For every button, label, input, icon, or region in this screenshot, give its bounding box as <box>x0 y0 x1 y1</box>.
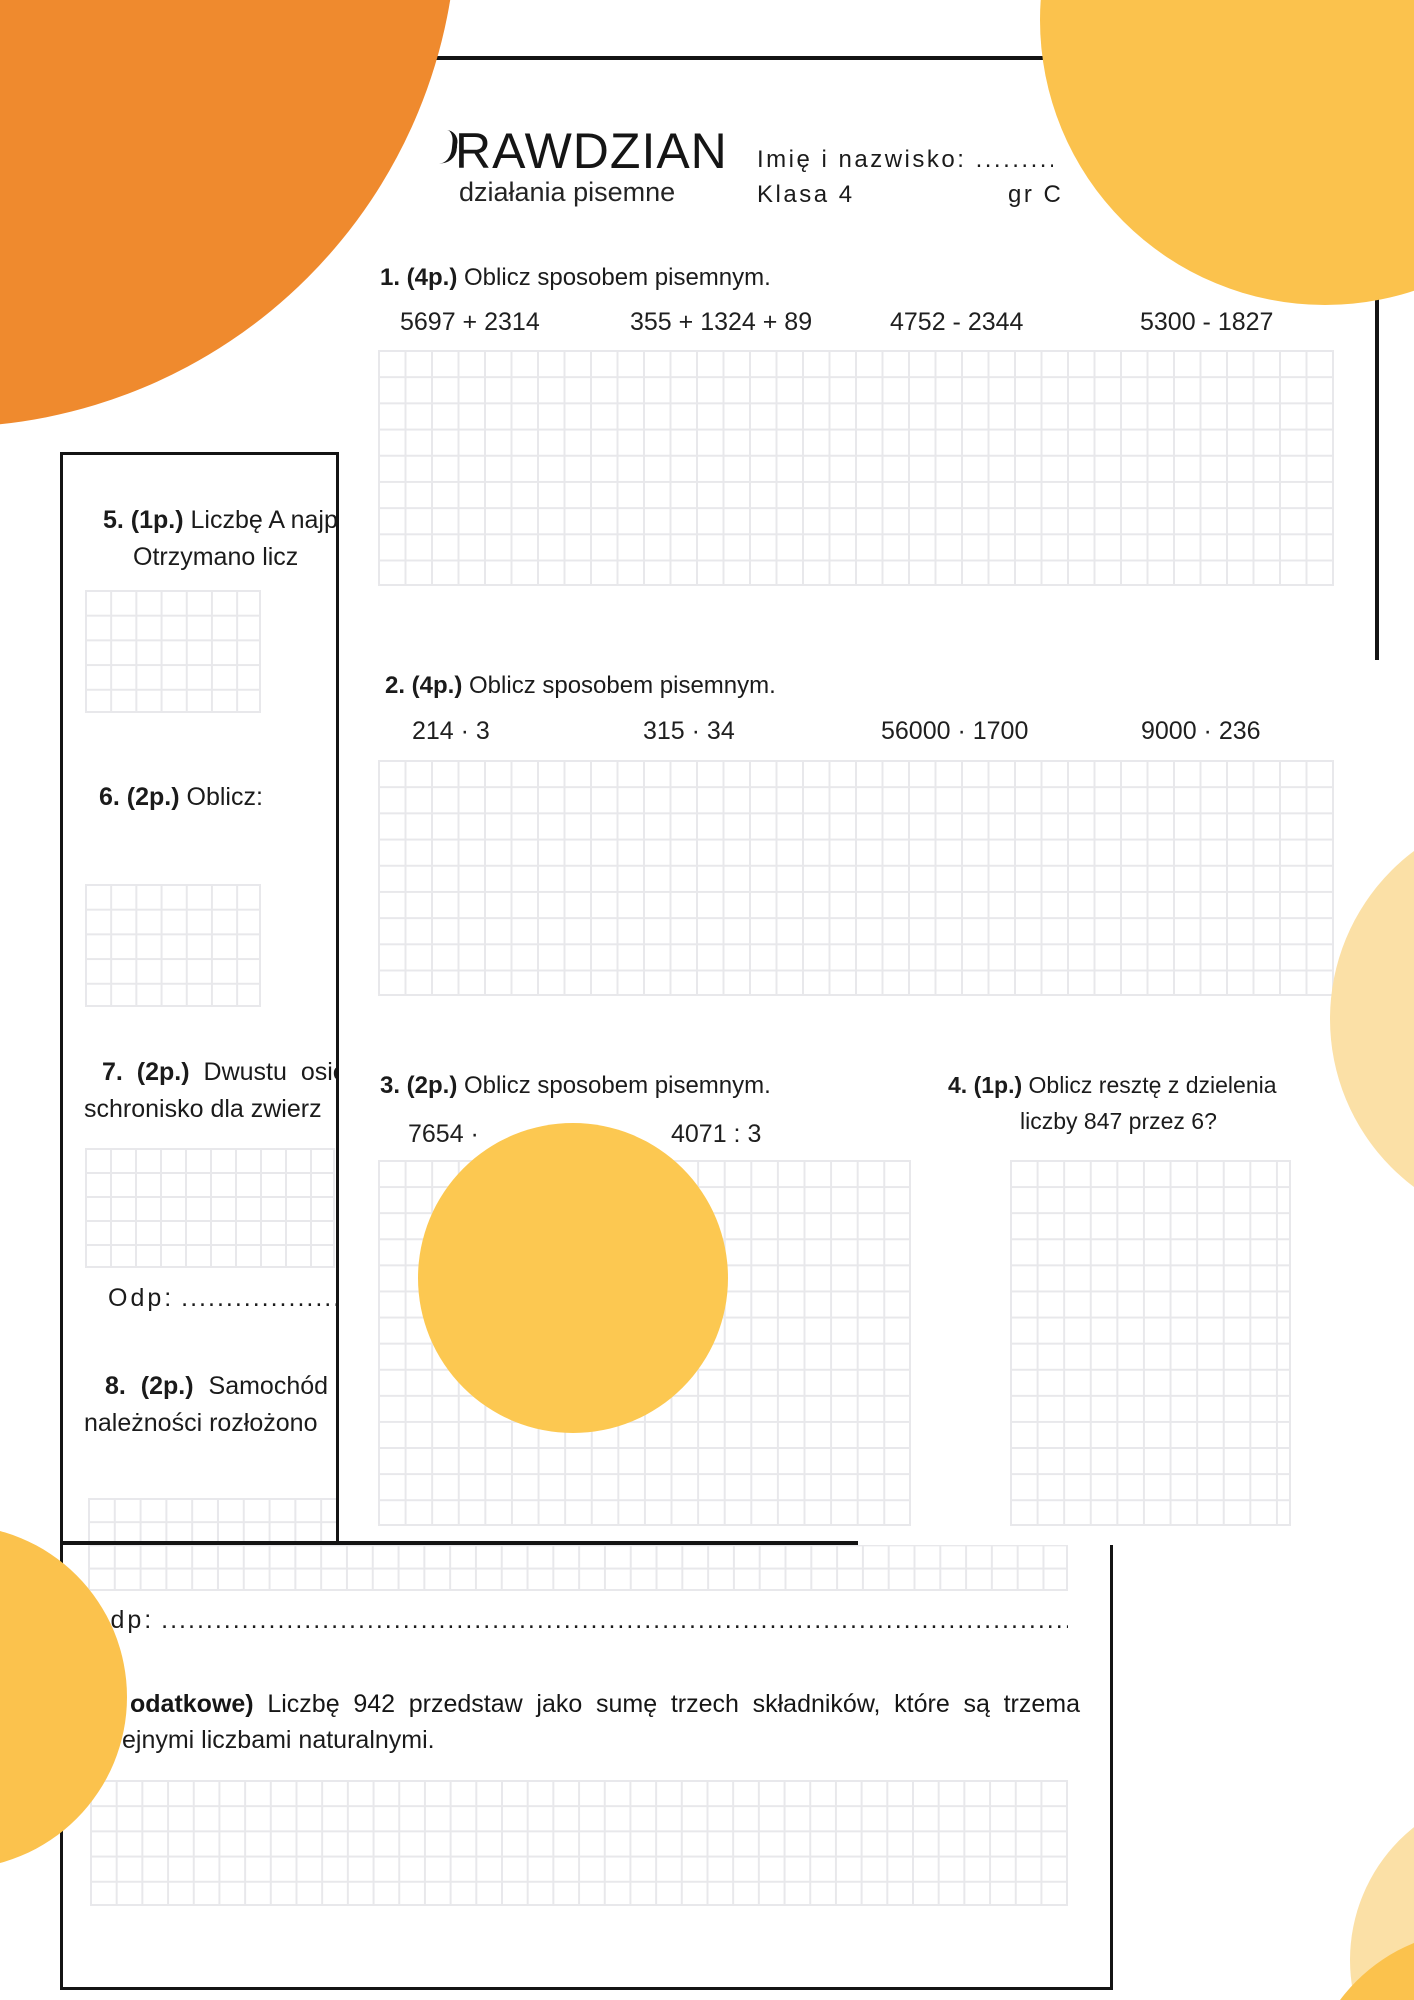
calc-grid-problem-1 <box>378 350 1334 586</box>
problem-3-item-2: 4071 : 3 <box>671 1120 762 1148</box>
problem-7-line-2: schronisko dla zwierz <box>84 1095 322 1123</box>
problem-2-item-1: 214 · 3 <box>412 717 490 745</box>
answer-line-bottom: Odp: ...................................… <box>88 1606 1068 1635</box>
problem-7-text: Dwustu osie <box>189 1058 347 1086</box>
problem-2-item-2: 315 · 34 <box>643 717 735 745</box>
problem-7-line-1: 7. (2p.) Dwustu osie <box>102 1058 347 1087</box>
problem-7-label: 7. (2p.) <box>102 1058 190 1086</box>
problem-2-label: 2. (4p.) <box>385 672 463 699</box>
calc-grid-problem-6 <box>85 884 261 1007</box>
problem-1-item-2: 355 + 1324 + 89 <box>630 308 813 336</box>
problem-8-text: Samochód <box>193 1372 329 1400</box>
problem-1-text: Oblicz sposobem pisemnym. <box>457 264 771 291</box>
calc-grid-problem-7 <box>85 1148 335 1268</box>
problem-1-label: 1. (4p.) <box>380 264 458 291</box>
bonus-problem-line-2: ejnymi liczbami naturalnymi. <box>122 1726 435 1754</box>
yellow-circle-center <box>418 1123 728 1433</box>
calc-grid-bonus <box>90 1780 1068 1906</box>
page-title: RAWDZIAN <box>455 123 728 179</box>
problem-3-text: Oblicz sposobem pisemnym. <box>457 1072 771 1099</box>
problem-1-item-3: 4752 - 2344 <box>890 308 1024 336</box>
problem-4-text-2: liczby 847 przez 6? <box>1020 1108 1217 1134</box>
problem-8-line-2: należności rozłożono <box>84 1409 318 1437</box>
name-field-dots: .............. <box>975 146 1053 173</box>
bonus-problem-line-1: odatkowe) Liczbę 942 przedstaw jako sumę… <box>130 1690 1080 1719</box>
problem-2-text: Oblicz sposobem pisemnym. <box>462 672 776 699</box>
problem-3-header: 3. (2p.) Oblicz sposobem pisemnym. <box>380 1072 771 1100</box>
front-page-right-edge <box>1375 60 1379 660</box>
problem-8-line-1: 8. (2p.) Samochód <box>105 1372 328 1401</box>
problem-4-header: 4. (1p.) Oblicz resztę z dzielenia <box>948 1072 1277 1099</box>
problem-1-item-4: 5300 - 1827 <box>1140 308 1274 336</box>
problem-6-label: 6. (2p.) <box>99 783 180 811</box>
page-subtitle: działania pisemne <box>459 177 676 207</box>
bonus-problem-label: odatkowe) <box>130 1690 254 1718</box>
calc-grid-problem-4 <box>1010 1160 1291 1526</box>
problem-4-text-1: Oblicz resztę z dzielenia <box>1022 1072 1277 1098</box>
front-page-bottom-edge <box>60 1541 858 1545</box>
problem-1-item-1: 5697 + 2314 <box>400 308 540 336</box>
bonus-problem-text: Liczbę 942 przedstaw jako sumę trzech sk… <box>253 1690 1080 1718</box>
problem-5-line-1: 5. (1p.) Liczbę A najpie <box>103 506 357 535</box>
class-label: Klasa 4 <box>757 181 855 208</box>
problem-1-header: 1. (4p.) Oblicz sposobem pisemnym. <box>380 264 771 292</box>
calc-grid-problem-5 <box>85 590 261 713</box>
group-label: gr C <box>1008 181 1064 208</box>
answer-dotted-rule-long: ........................................… <box>161 1606 1068 1634</box>
problem-6-text: Oblicz: <box>179 783 263 811</box>
problem-5-text: Liczbę A najpie <box>183 506 358 534</box>
front-page-left-edge <box>336 452 339 1545</box>
problem-2-item-4: 9000 · 236 <box>1141 717 1261 745</box>
problem-8-label: 8. (2p.) <box>105 1372 194 1400</box>
name-field: Imię i nazwisko: .............. <box>757 146 1053 174</box>
problem-6-line-1: 6. (2p.) Oblicz: <box>99 783 263 812</box>
problem-3-label: 3. (2p.) <box>380 1072 458 1099</box>
answer-label: Odp: <box>108 1284 175 1312</box>
problem-5-label: 5. (1p.) <box>103 506 184 534</box>
problem-2-header: 2. (4p.) Oblicz sposobem pisemnym. <box>385 672 776 700</box>
problem-2-item-3: 56000 · 1700 <box>881 717 1029 745</box>
problem-4-label: 4. (1p.) <box>948 1072 1023 1098</box>
problem-5-line-2: Otrzymano licz <box>133 543 299 571</box>
calc-grid-problem-2 <box>378 760 1334 996</box>
name-field-label: Imię i nazwisko: <box>757 146 967 173</box>
problem-3-item-1: 7654 · <box>408 1120 479 1148</box>
